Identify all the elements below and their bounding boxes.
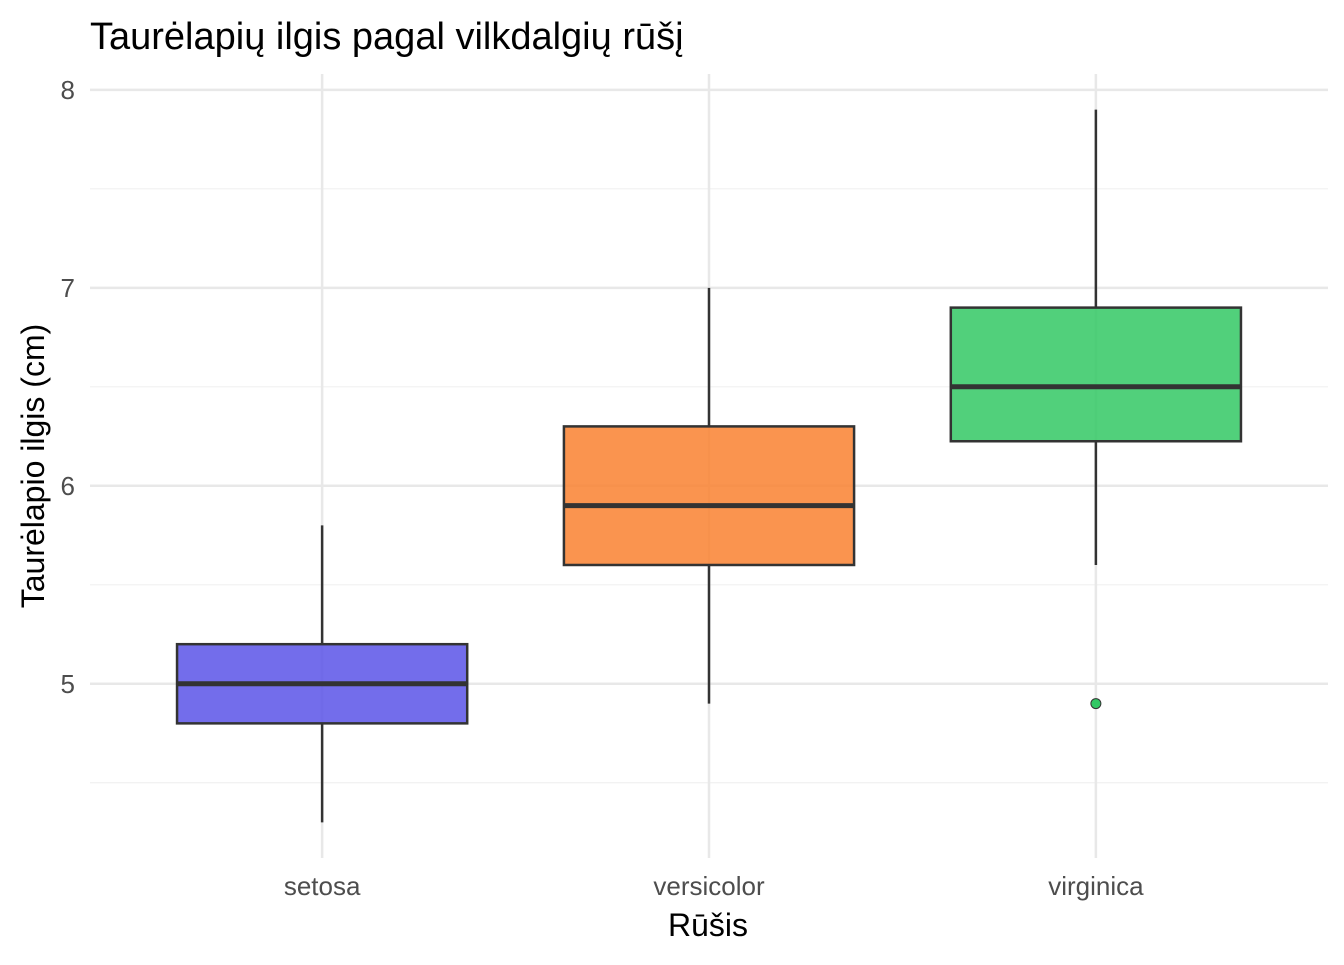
box-virginica — [949, 109, 1243, 710]
y-tick-label: 6 — [61, 471, 75, 501]
box-iqr — [949, 306, 1243, 443]
x-axis-ticks: setosa versicolor virginica — [284, 871, 1144, 901]
boxes — [175, 109, 1243, 823]
y-tick-label: 8 — [61, 75, 75, 105]
chart-title: Taurėlapių ilgis pagal vilkdalgių rūšį — [90, 16, 684, 58]
outlier-point — [1090, 698, 1102, 710]
x-tick-label: virginica — [1048, 871, 1144, 901]
y-tick-label: 7 — [61, 273, 75, 303]
x-tick-label: setosa — [284, 871, 361, 901]
x-axis-label: Rūšis — [668, 907, 748, 943]
box-setosa — [175, 525, 469, 823]
y-tick-label: 5 — [61, 669, 75, 699]
y-axis-label: Taurėlapio ilgis (cm) — [15, 324, 51, 609]
y-axis-ticks: 5 6 7 8 — [61, 75, 75, 699]
box-iqr — [562, 425, 856, 567]
box-versicolor — [562, 287, 856, 704]
x-tick-label: versicolor — [653, 871, 765, 901]
